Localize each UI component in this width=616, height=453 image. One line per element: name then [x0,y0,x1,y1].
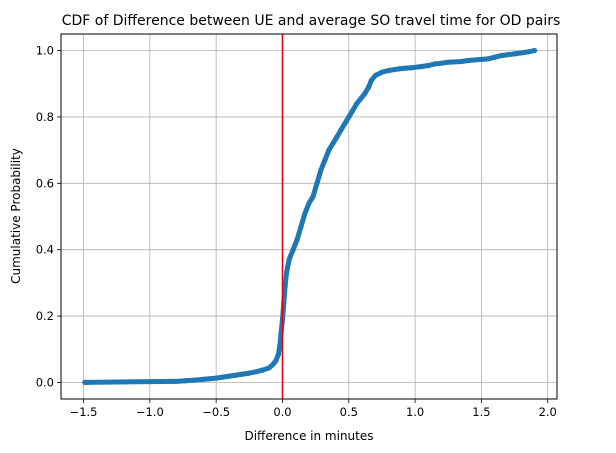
y-tick-label: 1.0 [36,44,54,58]
y-axis-label: Cumulative Probability [9,148,23,284]
plot-frame [60,33,558,400]
x-axis-ticks: −1.5 −1.0 −0.5 0.0 0.5 1.0 1.5 2.0 [70,399,557,419]
x-axis-label: Difference in minutes [244,429,373,443]
cdf-trail [82,48,537,385]
x-tick-label: 1.5 [472,405,490,419]
x-tick-label: 0.0 [273,405,291,419]
x-tick-label: 0.5 [340,405,358,419]
x-tick-label: −1.5 [70,405,98,419]
y-tick-label: 0.8 [36,110,54,124]
y-tick-label: 0.6 [36,176,54,190]
grid [61,34,557,399]
x-tick-label: −0.5 [202,405,230,419]
chart-title: CDF of Difference between UE and average… [62,13,561,29]
x-tick-label: −1.0 [136,405,164,419]
y-tick-label: 0.2 [36,309,54,323]
y-tick-label: 0.0 [36,375,54,389]
x-tick-label: 1.0 [406,405,424,419]
y-tick-label: 0.4 [36,243,54,257]
data-markers [82,47,538,386]
y-axis-ticks: 0.0 0.2 0.4 0.6 0.8 1.0 [36,44,61,389]
x-tick-label: 2.0 [539,405,557,419]
